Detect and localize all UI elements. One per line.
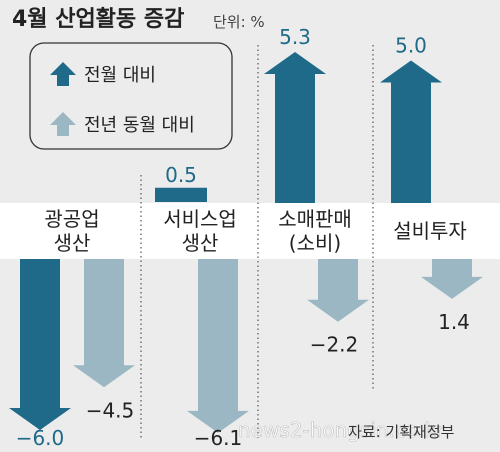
value-label-s1-c2: 0.5 bbox=[165, 163, 197, 187]
legend-label-2: 전년 동월 대비 bbox=[84, 115, 195, 136]
value-label-s2-c4: 1.4 bbox=[438, 310, 470, 334]
category-label-3-line-2: (소비) bbox=[289, 231, 341, 255]
watermark: news2-hongsin.co.kr bbox=[238, 418, 445, 442]
bar-mark-s2-c1 bbox=[73, 259, 135, 388]
bar-mark-s1-c2 bbox=[155, 187, 207, 202]
value-label-s2-c2: −6.1 bbox=[194, 426, 243, 450]
bar-mark-s2-c2 bbox=[187, 259, 249, 433]
value-label-s1-c4: 5.0 bbox=[395, 34, 427, 58]
value-label-s1-c1: −6.0 bbox=[16, 426, 65, 450]
bar-mark-s1-c4 bbox=[380, 60, 442, 203]
bar-mark-s2-c4 bbox=[421, 259, 483, 299]
chart-title: 4월 산업활동 증감 bbox=[12, 7, 184, 32]
category-label-2-line-2: 생산 bbox=[182, 231, 219, 255]
source-label: 자료: 기획재정부 bbox=[348, 423, 455, 441]
category-label-1-line-2: 생산 bbox=[54, 231, 91, 255]
category-band bbox=[0, 203, 500, 259]
category-label-3-line-1: 소매판매 bbox=[278, 207, 352, 231]
value-label-s2-c1: −4.5 bbox=[86, 398, 135, 422]
value-label-s2-c3: −2.2 bbox=[310, 333, 359, 357]
bar-mark-s1-c1 bbox=[9, 259, 71, 430]
category-label-4-line-1: 설비투자 bbox=[393, 219, 467, 243]
legend-arrow-icon-1 bbox=[50, 62, 76, 86]
value-label-s1-c3: 5.3 bbox=[279, 25, 311, 49]
category-label-1-line-1: 광공업 bbox=[44, 207, 99, 231]
category-label-2-line-1: 서비스업 bbox=[163, 207, 237, 231]
legend-label-1: 전월 대비 bbox=[84, 65, 156, 86]
unit-label: 단위: % bbox=[213, 13, 265, 31]
legend-arrow-icon-2 bbox=[50, 112, 76, 136]
bar-mark-s2-c3 bbox=[307, 259, 369, 322]
bar-mark-s1-c3 bbox=[264, 51, 326, 204]
legend-box bbox=[29, 42, 233, 150]
